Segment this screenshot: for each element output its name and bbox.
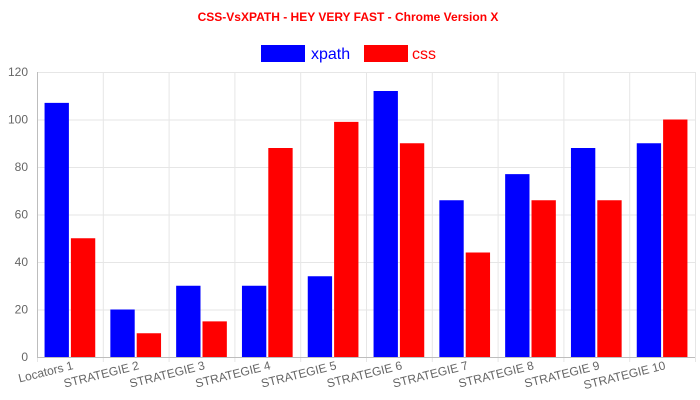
bars bbox=[44, 91, 688, 357]
y-tick-label: 100 bbox=[8, 113, 28, 127]
axes bbox=[37, 72, 695, 358]
bar-css-6 bbox=[399, 143, 425, 357]
y-tick-label: 80 bbox=[15, 160, 29, 174]
bar-xpath-4 bbox=[241, 285, 267, 357]
bar-css-7 bbox=[465, 252, 491, 357]
y-tick-label: 40 bbox=[15, 255, 29, 269]
x-tick-label: STRATEGIE 7 bbox=[391, 358, 470, 390]
bar-css-1 bbox=[70, 238, 96, 357]
legend-swatch-css bbox=[364, 45, 408, 62]
bar-xpath-3 bbox=[176, 285, 201, 357]
legend: xpath css bbox=[261, 45, 436, 63]
bar-css-3 bbox=[202, 321, 227, 357]
legend-swatch-xpath bbox=[261, 45, 305, 62]
x-tick-label: STRATEGIE 6 bbox=[325, 358, 404, 390]
bar-xpath-9 bbox=[570, 148, 596, 357]
y-tick-labels: 0 20 40 60 80 100 120 bbox=[8, 65, 28, 364]
bar-xpath-7 bbox=[439, 200, 464, 357]
bar-xpath-8 bbox=[505, 174, 530, 357]
y-tick-label: 120 bbox=[8, 65, 28, 79]
y-tick-label: 0 bbox=[21, 350, 28, 364]
bar-css-9 bbox=[597, 200, 622, 357]
bar-xpath-2 bbox=[110, 309, 135, 357]
bar-xpath-10 bbox=[636, 143, 662, 357]
legend-label-xpath: xpath bbox=[311, 46, 350, 63]
y-tick-label: 20 bbox=[15, 303, 29, 317]
bar-css-4 bbox=[268, 148, 293, 357]
bar-xpath-5 bbox=[307, 276, 333, 357]
bar-css-8 bbox=[531, 200, 556, 357]
bar-xpath-6 bbox=[373, 91, 398, 357]
bar-css-10 bbox=[663, 119, 688, 357]
bar-css-5 bbox=[334, 121, 359, 357]
bar-css-2 bbox=[136, 333, 162, 357]
x-tick-label: STRATEGIE 4 bbox=[194, 358, 273, 390]
legend-label-css: css bbox=[412, 46, 436, 63]
x-tick-label: STRATEGIE 2 bbox=[62, 358, 141, 390]
grid-lines bbox=[37, 72, 696, 362]
x-tick-label: STRATEGIE 5 bbox=[260, 358, 339, 390]
chart-title: CSS-VsXPATH - HEY VERY FAST - Chrome Ver… bbox=[198, 10, 499, 24]
y-tick-label: 60 bbox=[15, 208, 29, 222]
bar-xpath-1 bbox=[44, 102, 69, 357]
x-tick-label: STRATEGIE 3 bbox=[128, 358, 207, 390]
x-tick-label: STRATEGIE 8 bbox=[457, 358, 536, 390]
